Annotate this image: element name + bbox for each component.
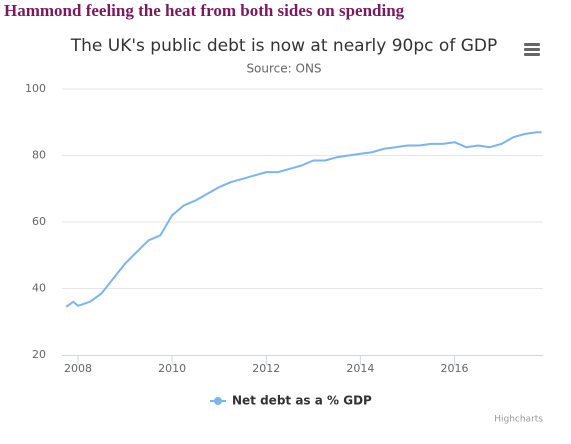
- article-header: Hammond feeling the heat from both sides…: [4, 1, 405, 20]
- chart-subtitle: Source: ONS: [246, 62, 321, 76]
- legend-symbol: [214, 397, 222, 405]
- x-tick-label: 2008: [64, 362, 92, 375]
- legend-label[interactable]: Net debt as a % GDP: [232, 394, 372, 408]
- x-tick-label: 2014: [346, 362, 374, 375]
- data-line: [65, 131, 542, 308]
- menu-button[interactable]: [522, 38, 542, 58]
- menu-bar: [524, 43, 540, 46]
- menu-bar: [524, 53, 540, 56]
- x-tick-label: 2012: [252, 362, 280, 375]
- x-tick-label: 2016: [441, 362, 469, 375]
- menu-bar: [524, 48, 540, 51]
- y-tick-label: 60: [32, 215, 46, 228]
- y-tick-label: 20: [32, 348, 46, 361]
- x-tick-label: 2010: [158, 362, 186, 375]
- y-tick-label: 80: [32, 149, 46, 162]
- credits[interactable]: Highcharts: [494, 415, 543, 425]
- y-tick-label: 100: [25, 82, 46, 95]
- y-tick-label: 40: [32, 282, 46, 295]
- chart-title: The UK's public debt is now at nearly 90…: [70, 36, 497, 56]
